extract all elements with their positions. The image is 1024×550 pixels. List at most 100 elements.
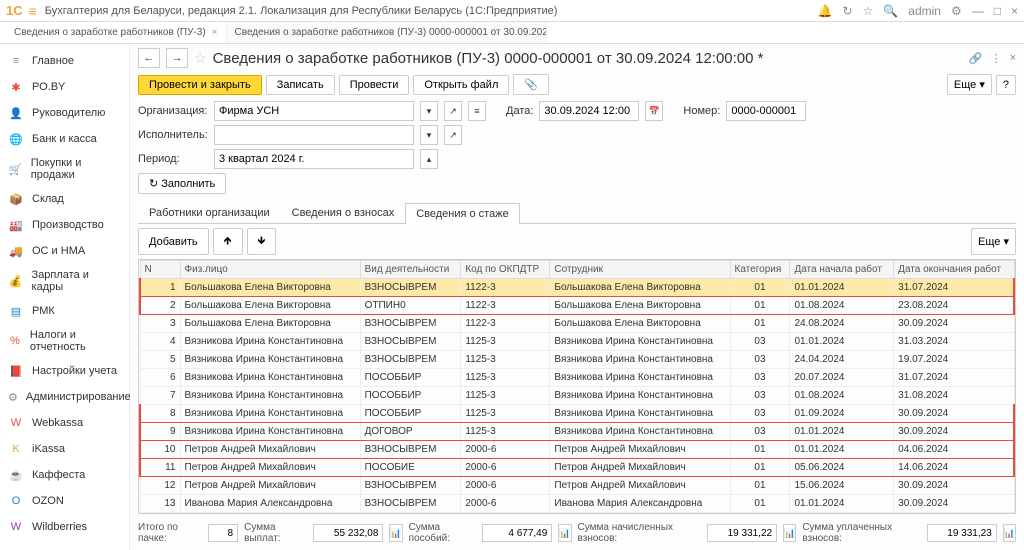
sidebar-item-3[interactable]: 🌐Банк и касса (0, 126, 129, 152)
post-close-button[interactable]: Провести и закрыть (138, 75, 262, 95)
sidebar-item-1[interactable]: ✱РО.BY (0, 74, 129, 100)
table-row[interactable]: 7Вязникова Ирина КонстантиновнаПОСОББИР1… (140, 387, 1014, 405)
date-input[interactable] (539, 101, 639, 121)
open-file-button[interactable]: Открыть файл (413, 75, 509, 95)
org-extra-icon[interactable]: ≡ (468, 101, 486, 121)
bell-icon[interactable]: 🔔 (818, 4, 833, 18)
tab-1[interactable]: Сведения о заработке работников (ПУ-3) 0… (227, 22, 547, 43)
period-up-icon[interactable]: ▴ (420, 149, 438, 169)
subtab-stage[interactable]: Сведения о стаже (405, 203, 520, 224)
table-row[interactable]: 9Вязникова Ирина КонстантиновнаДОГОВОР11… (140, 423, 1014, 441)
sum-vyplat-input[interactable] (313, 524, 383, 542)
close-icon[interactable]: × (1011, 4, 1018, 18)
post-button[interactable]: Провести (339, 75, 410, 95)
isp-input[interactable] (214, 125, 414, 145)
fav-icon[interactable]: ☆ (194, 50, 207, 67)
add-button[interactable]: Добавить (138, 228, 209, 255)
org-input[interactable] (214, 101, 414, 121)
calc-icon[interactable]: 📊 (389, 524, 402, 542)
calendar-icon[interactable]: 📅 (645, 101, 663, 121)
sidebar-item-14[interactable]: KiKassa (0, 436, 129, 462)
calc-icon[interactable]: 📊 (783, 524, 796, 542)
history-icon[interactable]: ↻ (843, 4, 853, 18)
sidebar-item-5[interactable]: 📦Склад (0, 186, 129, 212)
grid[interactable]: NФиз.лицоВид деятельностиКод по ОКПДТРСо… (139, 260, 1015, 513)
col-header[interactable]: Дата окончания работ (894, 261, 1014, 279)
sidebar-item-8[interactable]: 💰Зарплата и кадры (0, 264, 129, 298)
burger-icon[interactable]: ≡ (29, 3, 37, 19)
isp-open-icon[interactable]: ↗ (444, 125, 462, 145)
sidebar-item-13[interactable]: WWebkassa (0, 410, 129, 436)
table-row[interactable]: 3Большакова Елена ВикторовнаВЗНОСЫВРЕМ11… (140, 315, 1014, 333)
sidebar-item-17[interactable]: WWildberries (0, 514, 129, 540)
user-label[interactable]: admin (908, 4, 941, 18)
search-icon[interactable]: 🔍 (883, 4, 898, 18)
col-header[interactable]: Дата начала работ (790, 261, 894, 279)
tab-close-icon[interactable]: × (212, 27, 218, 38)
calc-icon[interactable]: 📊 (558, 524, 571, 542)
sidebar-item-12[interactable]: ⚙Администрирование (0, 384, 129, 410)
table-row[interactable]: 2Большакова Елена ВикторовнаОТПИН01122-3… (140, 297, 1014, 315)
table-row[interactable]: 13Иванова Мария АлександровнаВЗНОСЫВРЕМ2… (140, 495, 1014, 513)
close-panel-icon[interactable]: × (1010, 52, 1016, 65)
sum-nach-input[interactable] (707, 524, 777, 542)
titlebar: 1C ≡ Бухгалтерия для Беларуси, редакция … (0, 0, 1024, 22)
link-icon[interactable]: 🔗 (969, 52, 983, 65)
sidebar-item-7[interactable]: 🚚ОС и НМА (0, 238, 129, 264)
more-button[interactable]: Еще ▾ (947, 74, 992, 95)
move-down-button[interactable]: 🡻 (247, 228, 277, 255)
sum-upl-input[interactable] (927, 524, 997, 542)
col-header[interactable]: N (140, 261, 180, 279)
sidebar-icon: ✱ (8, 79, 24, 95)
org-open-icon[interactable]: ↗ (444, 101, 462, 121)
sidebar-item-9[interactable]: ▤РМК (0, 298, 129, 324)
tbl-more-button[interactable]: Еще ▾ (971, 228, 1016, 255)
sidebar-item-16[interactable]: OOZON (0, 488, 129, 514)
sidebar-item-10[interactable]: %Налоги и отчетность (0, 324, 129, 358)
packs-label: Итого по пачке: (138, 522, 202, 544)
table-row[interactable]: 8Вязникова Ирина КонстантиновнаПОСОББИР1… (140, 405, 1014, 423)
calc-icon[interactable]: 📊 (1003, 524, 1016, 542)
table-row[interactable]: 11Петров Андрей МихайловичПОСОБИЕ2000-6П… (140, 459, 1014, 477)
tab-0[interactable]: Сведения о заработке работников (ПУ-3)× (6, 22, 227, 43)
sidebar-label: Налоги и отчетность (30, 329, 121, 353)
sidebar-item-6[interactable]: 🏭Производство (0, 212, 129, 238)
subtab-contrib[interactable]: Сведения о взносах (281, 202, 406, 223)
nav-back-button[interactable]: ← (138, 48, 160, 68)
maximize-icon[interactable]: □ (994, 4, 1001, 18)
more-icon[interactable]: ⋮ (991, 52, 1002, 65)
help-button[interactable]: ? (996, 75, 1016, 95)
sidebar-item-0[interactable]: ≡Главное (0, 48, 129, 74)
move-up-button[interactable]: 🡹 (213, 228, 243, 255)
table-row[interactable]: 1Большакова Елена ВикторовнаВЗНОСЫВРЕМ11… (140, 279, 1014, 297)
sidebar-item-15[interactable]: ☕Каффеста (0, 462, 129, 488)
minimize-icon[interactable]: — (972, 4, 984, 18)
isp-dropdown-icon[interactable]: ▾ (420, 125, 438, 145)
sidebar-item-2[interactable]: 👤Руководителю (0, 100, 129, 126)
sidebar-item-11[interactable]: 📕Настройки учета (0, 358, 129, 384)
table-row[interactable]: 12Петров Андрей МихайловичВЗНОСЫВРЕМ2000… (140, 477, 1014, 495)
sidebar-item-4[interactable]: 🛒Покупки и продажи (0, 152, 129, 186)
write-button[interactable]: Записать (266, 75, 335, 95)
col-header[interactable]: Физ.лицо (180, 261, 360, 279)
sum-nach-label: Сумма начисленных взносов: (578, 522, 702, 544)
subtab-workers[interactable]: Работники организации (138, 202, 281, 223)
attach-button[interactable]: 📎 (513, 74, 549, 95)
fill-button[interactable]: ↻ Заполнить (138, 173, 226, 194)
table-row[interactable]: 5Вязникова Ирина КонстантиновнаВЗНОСЫВРЕ… (140, 351, 1014, 369)
col-header[interactable]: Код по ОКПДТР (461, 261, 550, 279)
col-header[interactable]: Сотрудник (550, 261, 730, 279)
settings-icon[interactable]: ⚙ (951, 4, 962, 18)
table-row[interactable]: 4Вязникова Ирина КонстантиновнаВЗНОСЫВРЕ… (140, 333, 1014, 351)
table-row[interactable]: 6Вязникова Ирина КонстантиновнаПОСОББИР1… (140, 369, 1014, 387)
packs-input[interactable] (208, 524, 238, 542)
org-dropdown-icon[interactable]: ▾ (420, 101, 438, 121)
nav-fwd-button[interactable]: → (166, 48, 188, 68)
table-row[interactable]: 10Петров Андрей МихайловичВЗНОСЫВРЕМ2000… (140, 441, 1014, 459)
period-input[interactable] (214, 149, 414, 169)
number-input[interactable] (726, 101, 806, 121)
sum-posobiy-input[interactable] (482, 524, 552, 542)
star-icon[interactable]: ☆ (863, 4, 874, 18)
col-header[interactable]: Категория (730, 261, 790, 279)
col-header[interactable]: Вид деятельности (360, 261, 461, 279)
